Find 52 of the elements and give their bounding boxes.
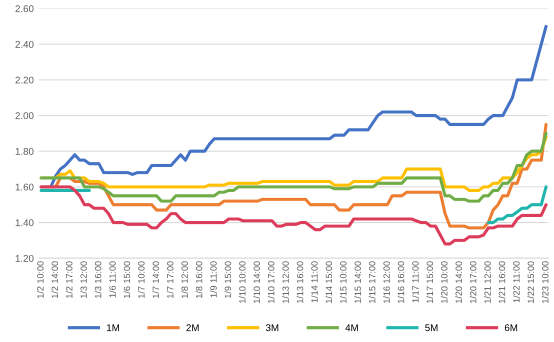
x-tick-label: 1/16 16:00 [398,261,404,303]
x-tick-label: 1/7 10:00 [138,261,145,298]
x-tick-label: 1/3 12:00 [80,261,87,298]
x-tick-label: 1/15 14:00 [354,261,361,303]
x-tick-label: 1/14 11:00 [311,261,318,302]
x-tick-label: 1/10 10:00 [238,261,246,303]
x-tick-label: 1/20 17:00 [470,261,476,303]
legend-label: 3M [266,324,278,332]
x-tick-label: 1/14 15:00 [325,261,332,303]
line-series [40,132,548,203]
legend-label: 2M [186,324,199,332]
x-tick-label: 1/2 17:00 [66,261,72,298]
x-tick-label: 1/9 15:00 [224,261,232,298]
x-tick-label: 1/9 11:00 [210,261,217,298]
legend-label: 6M [504,324,518,332]
x-tick-label: 1/2 14:00 [51,261,58,298]
x-tick-label: 1/10 17:00 [268,261,274,303]
x-tick-label: 1/13 16:00 [296,261,304,303]
x-tick-label: 1/20 10:00 [440,261,448,303]
y-tick-label: 1.60 [16,184,34,190]
x-tick-label: 1/22 15:00 [527,261,534,303]
x-tick-label: 1/15 17:00 [368,261,376,303]
x-tick-label: 1/17 15:00 [426,261,434,303]
x-tick-label: 1/3 16:00 [94,261,102,298]
x-tick-label: 1/7 14:00 [152,261,160,298]
x-tick-label: 1/21 16:00 [498,261,506,303]
x-tick-label: 1/20 14:00 [455,261,462,303]
x-tick-label: 1/2 10:00 [36,261,44,298]
x-tick-label: 1/13 12:00 [282,261,289,303]
legend-label: 4M [345,324,358,332]
x-tick-label: 1/23 10:00 [542,261,548,303]
x-tick-label: 1/6 15:00 [124,261,130,298]
x-tick-label: 1/7 17:00 [166,261,174,298]
y-tick-label: 2.60 [15,5,34,12]
x-tick-label: 1/6 11:00 [109,261,116,298]
x-tick-label: 1/17 11:00 [412,261,419,302]
x-tick-label: 1/10 14:00 [253,261,260,303]
x-tick-label: 1/21 12:00 [484,261,491,303]
x-tick-label: 1/8 12:00 [181,261,188,298]
y-tick-label: 1.20 [16,254,34,262]
y-tick-label: 1.80 [16,148,34,155]
y-tick-label: 1.40 [16,219,34,226]
x-tick-label: 1/16 12:00 [383,261,390,303]
y-tick-label: 2.40 [15,40,34,48]
legend-label: 5M [425,324,438,332]
y-tick-label: 2.00 [15,112,34,120]
y-tick-label: 2.20 [15,76,34,84]
x-tick-label: 1/15 10:00 [340,261,347,303]
x-tick-label: 1/8 16:00 [196,261,202,298]
line-series [40,185,548,246]
x-tick-label: 1/22 11:00 [513,261,520,302]
legend-label: 1M [107,324,120,332]
